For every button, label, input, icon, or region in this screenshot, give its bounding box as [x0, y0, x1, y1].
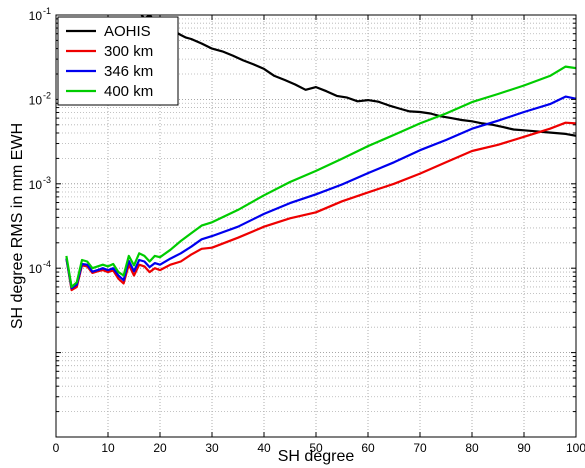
y-tick-exponent: -1 [43, 6, 51, 16]
legend-label: 300 km [104, 43, 153, 60]
x-tick-label: 90 [517, 441, 531, 455]
x-tick-label: 60 [361, 441, 375, 455]
x-tick-label: 100 [566, 441, 585, 455]
series-line-300-km [65, 121, 576, 292]
series-line-346-km [65, 95, 576, 290]
y-tick-label: 10 [29, 178, 43, 192]
legend-label: 400 km [104, 83, 153, 100]
legend-label: 346 km [104, 63, 153, 80]
x-tick-label: 80 [465, 441, 479, 455]
y-tick-label: 10 [29, 262, 43, 276]
y-tick-exponent: -4 [43, 259, 51, 269]
y-tick-exponent: -2 [43, 90, 51, 100]
y-tick-label: 10 [29, 93, 43, 107]
x-axis-label: SH degree [278, 448, 355, 465]
x-tick-label: 30 [205, 441, 219, 455]
x-tick-label: 10 [101, 441, 115, 455]
x-tick-label: 50 [309, 441, 323, 455]
legend: AOHIS 300 km 346 km 400 km [57, 16, 179, 106]
x-tick-label: 20 [153, 441, 167, 455]
x-tick-label: 40 [257, 441, 271, 455]
series-line-400-km [65, 65, 576, 288]
y-axis-label: SH degree RMS in mm EWH [9, 123, 26, 329]
legend-label: AOHIS [104, 23, 151, 40]
x-tick-label: 0 [53, 441, 60, 455]
y-tick-exponent: -3 [43, 175, 51, 185]
x-tick-label: 70 [413, 441, 427, 455]
y-tick-label: 10 [29, 9, 43, 23]
series-lines [65, 15, 576, 292]
